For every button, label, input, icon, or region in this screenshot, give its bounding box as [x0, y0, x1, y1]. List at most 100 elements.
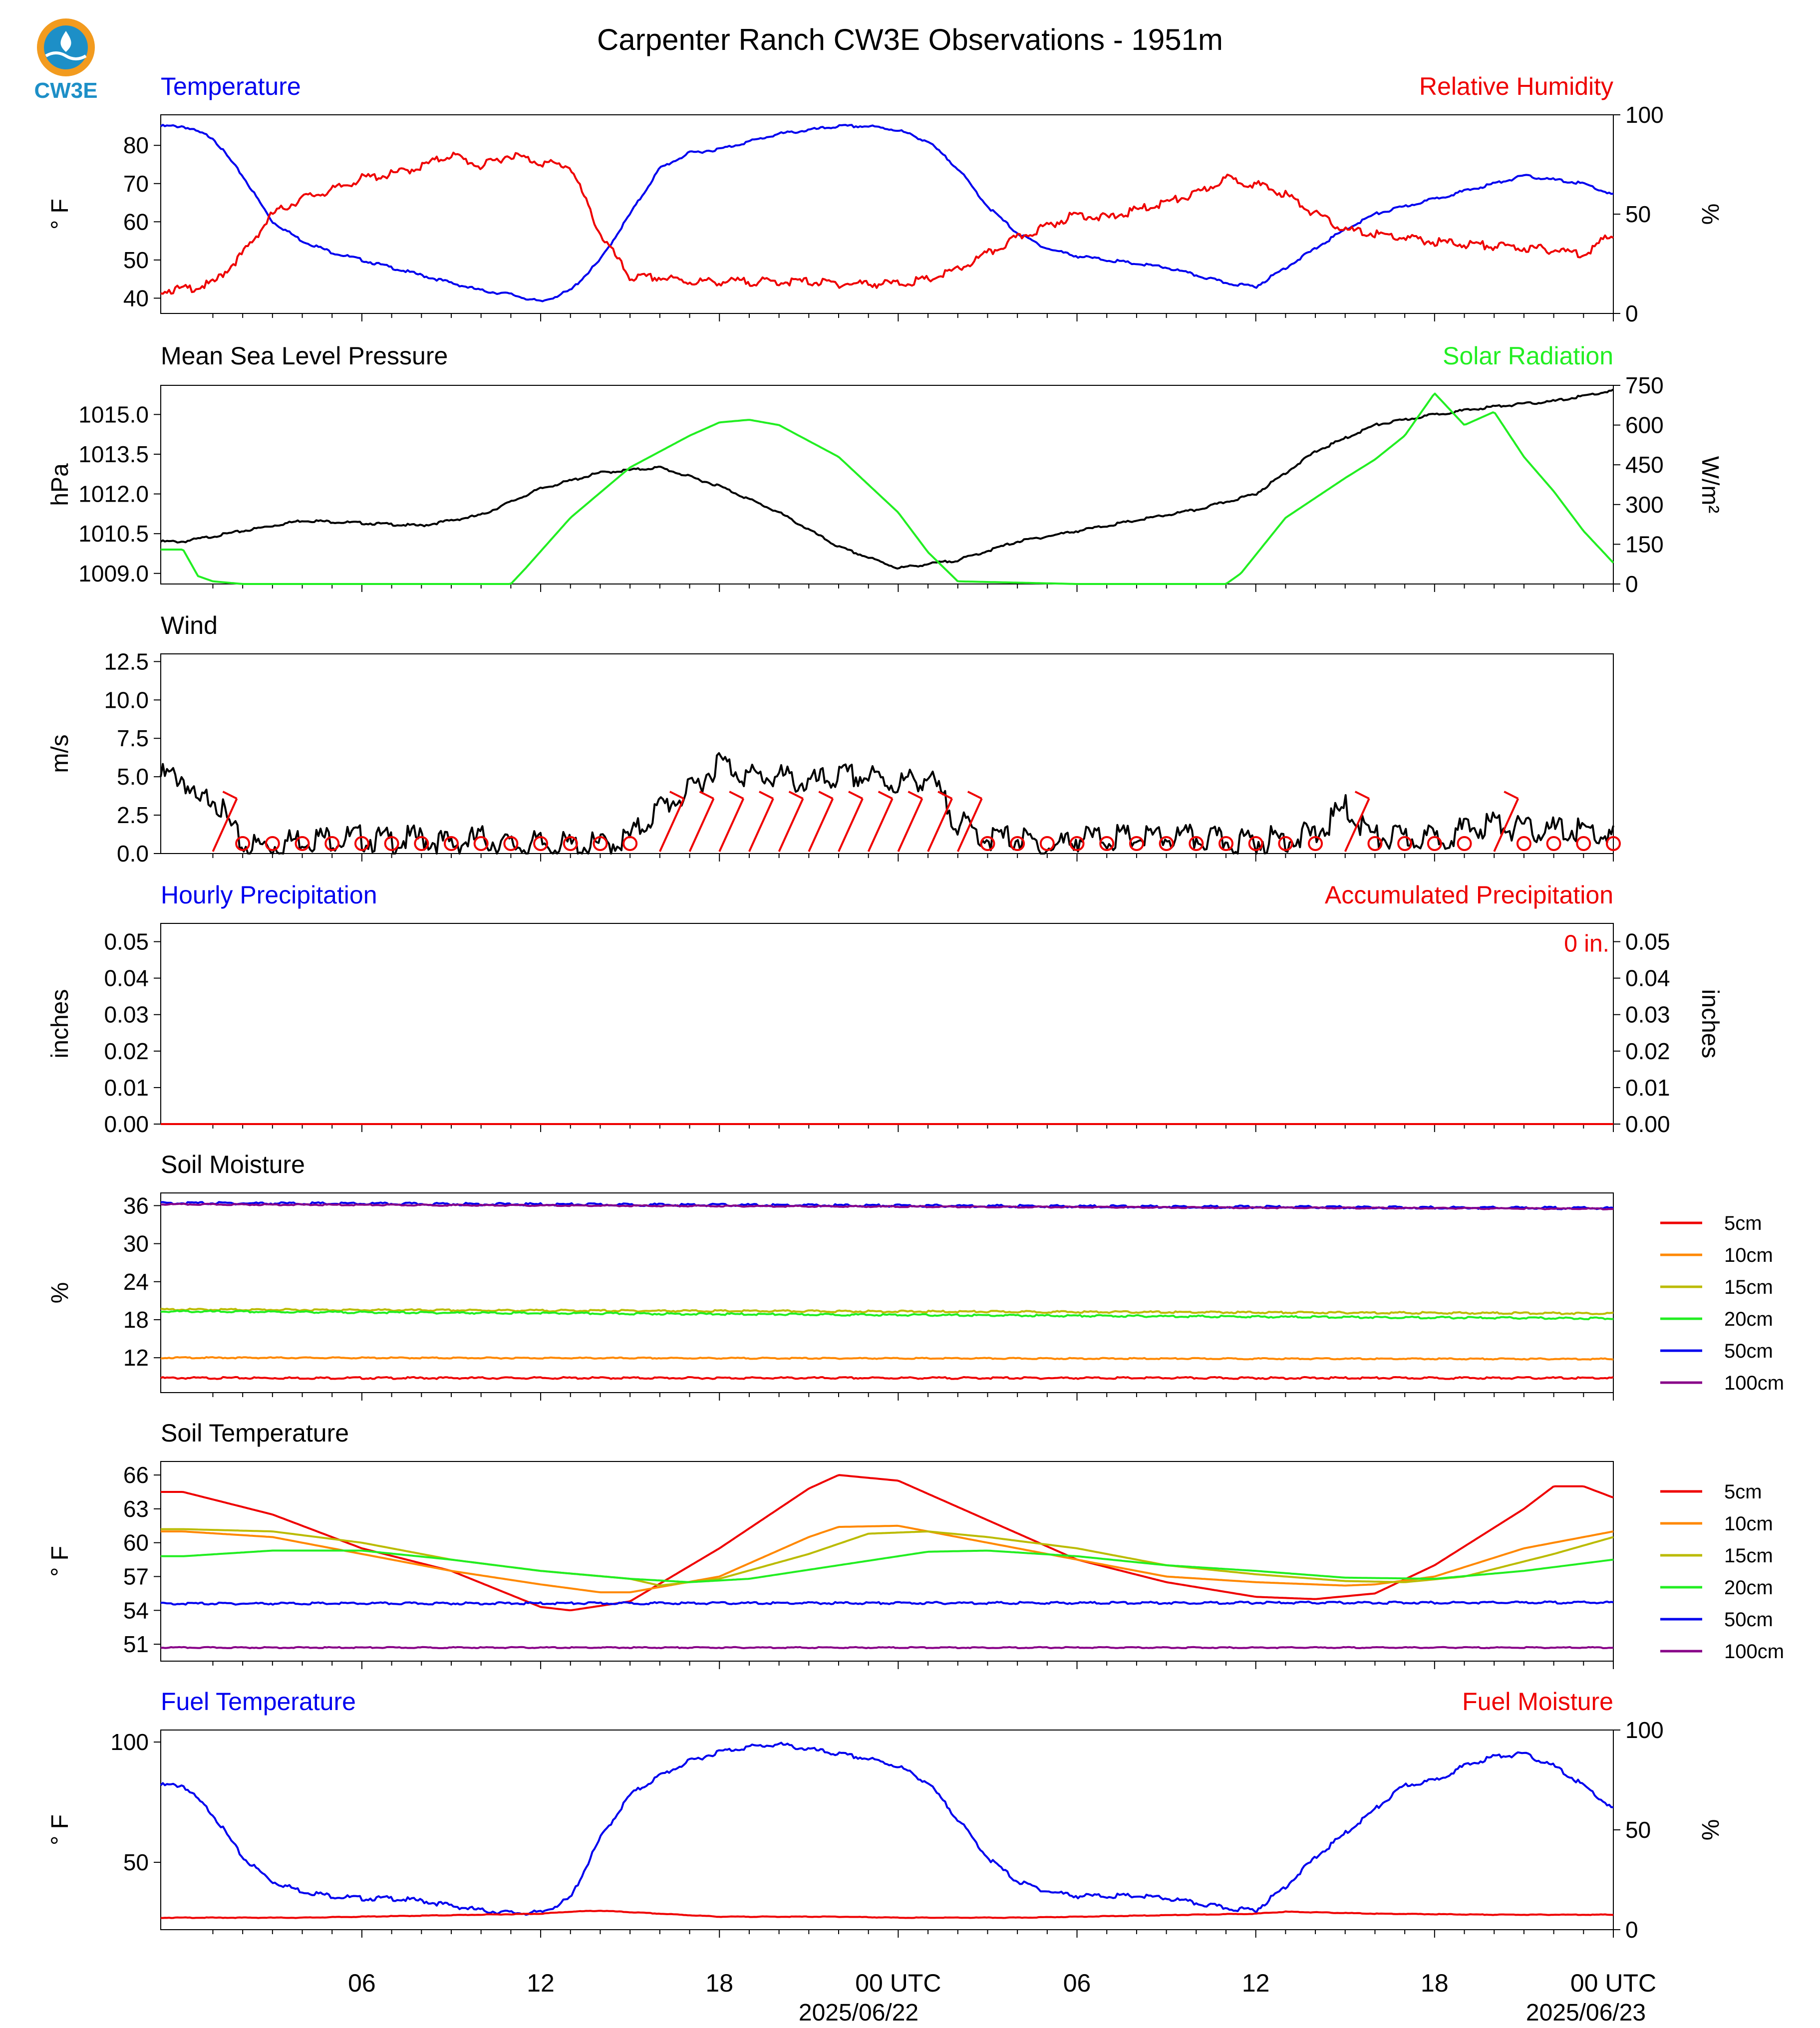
y-axis-label-right: % — [1697, 1819, 1723, 1841]
wind-calm-marker — [1308, 836, 1323, 851]
y-tick-label-right: 600 — [1625, 412, 1664, 438]
panel-temp_rh: Temperature Relative Humidity 40 50 60 70 80 ° … — [47, 72, 1723, 326]
y-tick-label-right: 100 — [1625, 1717, 1664, 1743]
y-tick-label-right: 0.05 — [1625, 929, 1670, 955]
wind-barb — [927, 791, 953, 852]
wind-barb — [1344, 791, 1370, 852]
wind-calm-marker — [563, 836, 578, 851]
x-tick-label: 00 UTC — [855, 1969, 941, 1997]
wind-calm-marker — [980, 836, 995, 851]
wind-calm-marker — [1129, 836, 1144, 851]
y-axis-label-left: m/s — [47, 734, 73, 773]
series-line-15cm — [160, 1307, 1614, 1315]
wind-calm-marker — [1516, 836, 1531, 851]
panel-pressure_solar: Mean Sea Level Pressure Solar Radiation 10… — [47, 342, 1723, 597]
legend-label: 10cm — [1724, 1513, 1773, 1535]
wind-calm-marker — [265, 836, 280, 851]
y-tick-label-left: 1009.0 — [78, 561, 149, 586]
wind-calm-marker — [1069, 836, 1085, 851]
y-tick-label-left: 57 — [123, 1564, 149, 1590]
series-line-mean-sea-level-pressure — [160, 388, 1614, 570]
wind-calm-marker — [473, 836, 489, 851]
y-axis-label-left: hPa — [47, 463, 73, 506]
y-axis-label-left: ° F — [47, 199, 73, 230]
y-tick-label-left: 7.5 — [117, 725, 149, 751]
series-line-10cm — [161, 1524, 1614, 1594]
series-line-5cm — [161, 1474, 1614, 1612]
wind-calm-marker — [1159, 836, 1174, 851]
y-axis-label-right: inches — [1697, 989, 1723, 1059]
logo-drop-icon — [60, 31, 71, 52]
y-tick-label-left: 5.0 — [117, 764, 149, 790]
y-tick-label-left: 24 — [123, 1269, 149, 1295]
x-tick-label: 06 — [348, 1969, 376, 1997]
x-tick-label: 18 — [1421, 1969, 1449, 1997]
wind-calm-marker — [444, 836, 459, 851]
y-tick-label-right: 0 — [1625, 571, 1638, 597]
y-tick-label-left: 0.05 — [104, 929, 149, 955]
panel-frame — [160, 653, 1614, 854]
series-line-50cm — [160, 1600, 1614, 1606]
wind-barb — [718, 791, 745, 852]
y-tick-label-right: 150 — [1625, 531, 1664, 557]
legend-label: 15cm — [1724, 1276, 1773, 1298]
panel-title-left: Soil Temperature — [161, 1419, 349, 1447]
wind-calm-marker — [384, 836, 399, 851]
wind-calm-marker — [354, 836, 369, 851]
series-line-fuel-moisture — [160, 1910, 1614, 1919]
y-tick-label-left: 1010.5 — [78, 521, 149, 547]
y-tick-label-left: 12.5 — [104, 648, 149, 674]
wind-calm-marker — [1278, 836, 1293, 851]
y-tick-label-left: 60 — [123, 1530, 149, 1556]
y-axis-label-left: inches — [47, 989, 73, 1059]
y-tick-label-left: 0.04 — [104, 965, 149, 991]
wind-calm-marker — [1218, 836, 1233, 851]
legend-label: 100cm — [1724, 1641, 1784, 1663]
y-tick-label-left: 60 — [123, 209, 149, 235]
wind-calm-marker — [295, 836, 310, 851]
wind-calm-marker — [235, 836, 251, 851]
y-tick-label-left: 1012.0 — [78, 481, 149, 507]
panels-layer: Temperature Relative Humidity 40 50 60 70 80 ° … — [47, 72, 1784, 1943]
legend-label: 15cm — [1724, 1545, 1773, 1567]
panel-title-left: Temperature — [161, 72, 301, 100]
wind-barb — [956, 791, 983, 852]
y-axis-label-right: W/m² — [1697, 456, 1723, 514]
wind-calm-marker — [503, 836, 519, 851]
wind-calm-marker — [1606, 836, 1621, 851]
y-axis-label-left: ° F — [47, 1814, 73, 1845]
x-date-label: 2025/06/22 — [799, 2000, 918, 2026]
wind-calm-marker — [1099, 836, 1115, 851]
wind-calm-marker — [1427, 836, 1442, 851]
wind-barb — [867, 791, 894, 852]
y-tick-label-left: 0.0 — [117, 841, 149, 867]
legend-label: 50cm — [1724, 1609, 1773, 1631]
panel-title-left: Fuel Temperature — [161, 1688, 356, 1716]
panel-frame — [160, 1461, 1614, 1662]
y-tick-label-left: 63 — [123, 1496, 149, 1522]
logo-text: CW3E — [34, 78, 97, 103]
wind-barb — [688, 791, 715, 852]
cw3e-logo: CW3E — [34, 18, 98, 103]
series-line-100cm — [160, 1202, 1614, 1210]
y-axis-label-left: % — [47, 1282, 73, 1304]
y-tick-label-right: 0.04 — [1625, 965, 1670, 991]
accumulated-total-label: 0 in. — [1564, 931, 1609, 957]
x-tick-label: 00 UTC — [1570, 1969, 1656, 1997]
panel-title-right: Accumulated Precipitation — [1325, 881, 1613, 909]
series-line-temperature — [160, 124, 1614, 302]
series-line-fuel-temperature — [160, 1741, 1614, 1916]
y-tick-label-left: 66 — [123, 1462, 149, 1488]
y-axis-label-right: % — [1697, 204, 1723, 225]
y-tick-label-left: 0.01 — [104, 1075, 149, 1101]
panel-title-left: Wind — [161, 611, 218, 639]
x-tick-label: 12 — [1242, 1969, 1270, 1997]
logo-wave-icon — [45, 51, 87, 60]
series-line-solar-radiation — [161, 392, 1614, 585]
wind-barb — [778, 791, 804, 852]
panel-title-left: Mean Sea Level Pressure — [161, 342, 448, 370]
y-tick-label-left: 70 — [123, 171, 149, 197]
wind-calm-marker — [1367, 836, 1383, 851]
wind-calm-marker — [324, 836, 340, 851]
wind-calm-marker — [1010, 836, 1025, 851]
